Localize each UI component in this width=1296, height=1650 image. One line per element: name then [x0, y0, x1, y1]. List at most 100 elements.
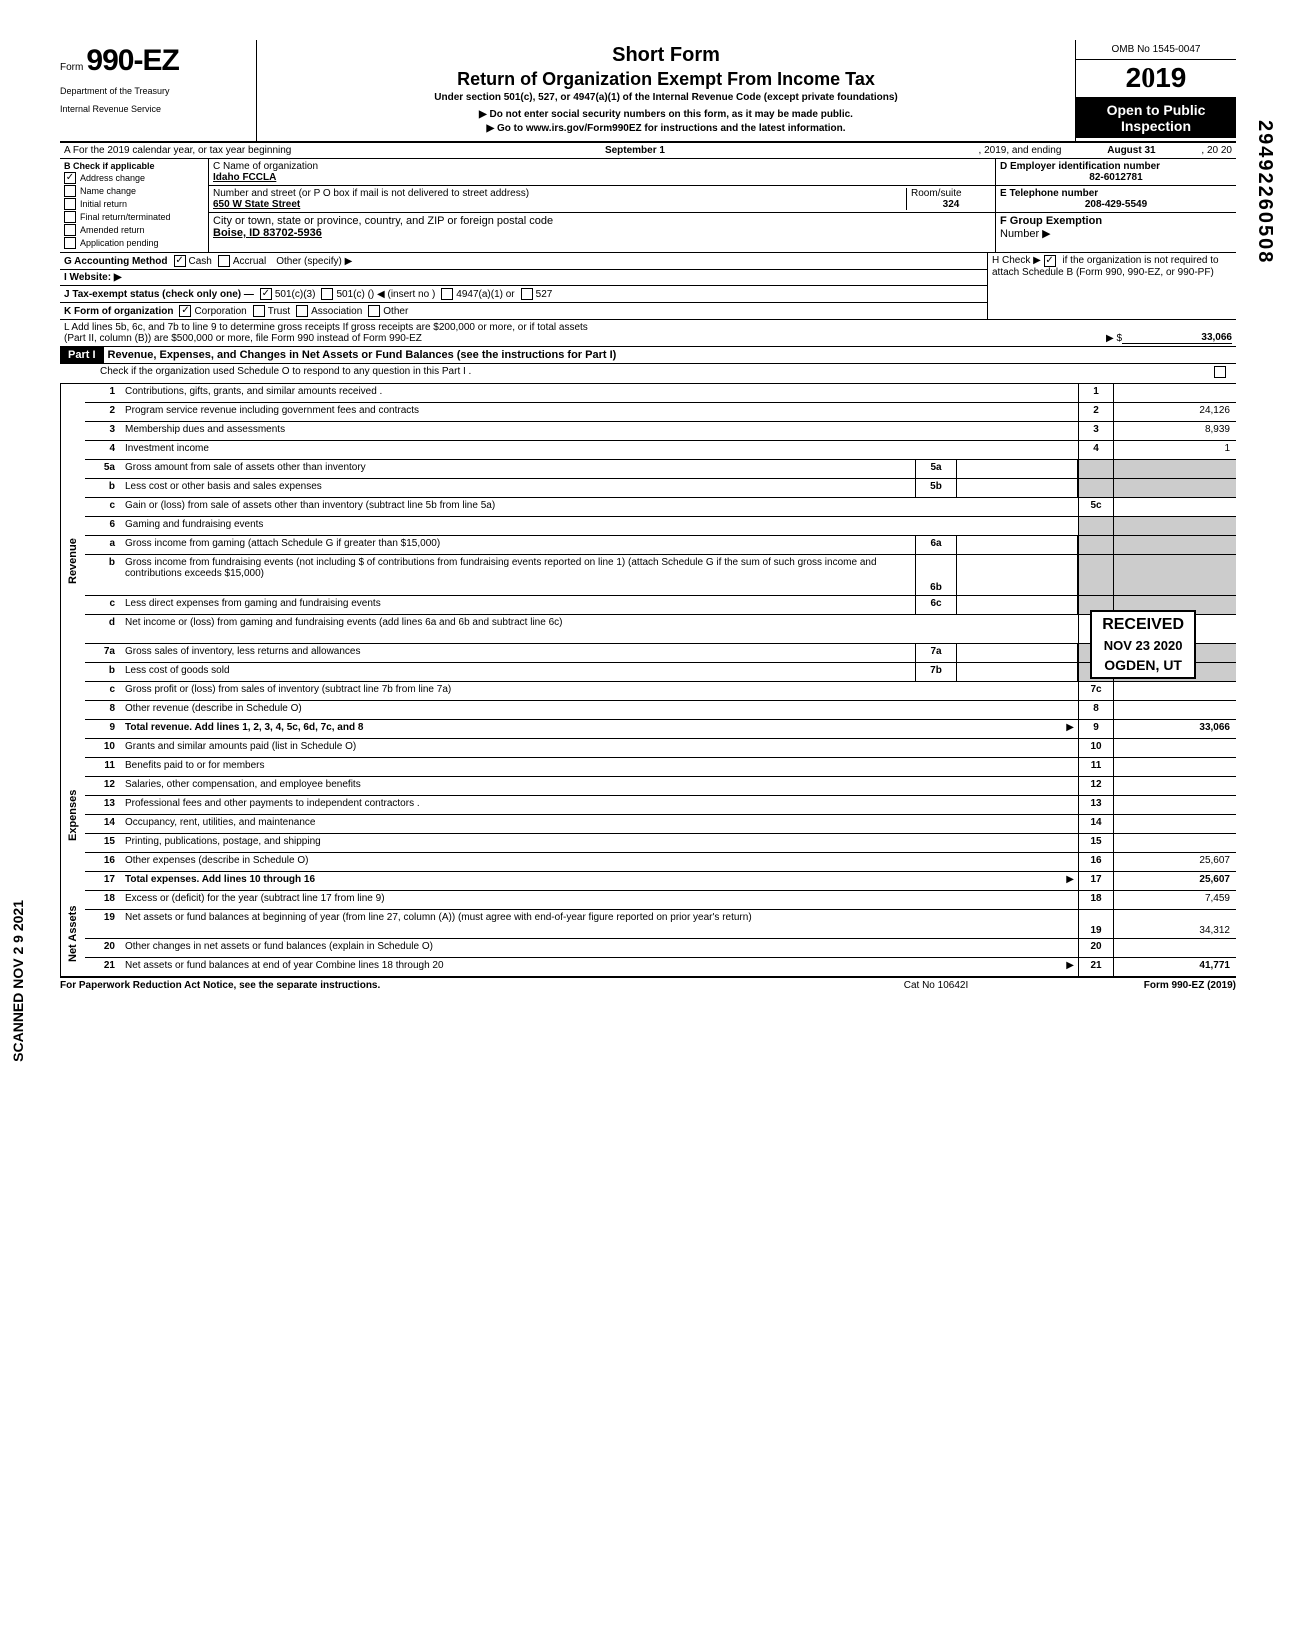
line-13: 13Professional fees and other payments t… [85, 796, 1236, 815]
instruction-url: ▶ Go to www.irs.gov/Form990EZ for instru… [263, 123, 1069, 134]
received-loc: OGDEN, UT [1102, 657, 1184, 673]
header-left: Form 990-EZ Department of the Treasury I… [60, 40, 257, 141]
row-a-endmonth: August 31 [1061, 145, 1201, 156]
col-c-org: C Name of organization Idaho FCCLA Numbe… [209, 159, 996, 252]
e-label: E Telephone number [1000, 188, 1232, 199]
revenue-section: Revenue 1Contributions, gifts, grants, a… [60, 384, 1236, 739]
checkbox-corp[interactable]: ✓ [179, 305, 191, 317]
ein-value: 82-6012781 [1000, 172, 1232, 183]
col-def: D Employer identification number 82-6012… [996, 159, 1236, 252]
city-value: Boise, ID 83702-5936 [213, 227, 991, 239]
open-line2: Inspection [1080, 118, 1232, 134]
open-line1: Open to Public [1080, 102, 1232, 118]
check-application-pending[interactable]: Application pending [64, 237, 204, 249]
k-label: K Form of organization [64, 306, 173, 317]
footer-right: Form 990-EZ (2019) [1036, 980, 1236, 991]
f-label: F Group Exemption [1000, 215, 1102, 227]
city-label: City or town, state or province, country… [213, 215, 991, 227]
f-sub: Number ▶ [1000, 228, 1051, 240]
row-a-taxyear: A For the 2019 calendar year, or tax yea… [60, 143, 1236, 159]
checkbox-501c3[interactable]: ✓ [260, 288, 272, 300]
check-initial-return[interactable]: Initial return [64, 198, 204, 210]
line-10: 10Grants and similar amounts paid (list … [85, 739, 1236, 758]
header-center: Short Form Return of Organization Exempt… [257, 40, 1075, 141]
j-label: J Tax-exempt status (check only one) — [64, 289, 254, 300]
check-name-change[interactable]: Name change [64, 185, 204, 197]
short-form-title: Short Form [263, 44, 1069, 67]
checkbox-4947[interactable] [441, 288, 453, 300]
header-right: OMB No 1545-0047 2019 Open to Public Ins… [1075, 40, 1236, 141]
line-11: 11Benefits paid to or for members11 [85, 758, 1236, 777]
page-footer: For Paperwork Reduction Act Notice, see … [60, 978, 1236, 993]
l-arrow: ▶ $ [1062, 333, 1122, 344]
line-12: 12Salaries, other compensation, and empl… [85, 777, 1236, 796]
received-text: RECEIVED [1102, 616, 1184, 634]
row-a-mid: , 2019, and ending [979, 145, 1062, 156]
check-address-change[interactable]: ✓Address change [64, 172, 204, 184]
line-1: 1Contributions, gifts, grants, and simil… [85, 384, 1236, 403]
org-name: Idaho FCCLA [213, 172, 991, 183]
i-label: I Website: ▶ [64, 272, 122, 283]
row-h: H Check ▶ ✓ if the organization is not r… [987, 253, 1236, 319]
street-label: Number and street (or P O box if mail is… [213, 188, 906, 199]
line-6c: cLess direct expenses from gaming and fu… [85, 596, 1236, 615]
row-k: K Form of organization ✓Corporation Trus… [60, 303, 987, 319]
checkbox-icon [64, 185, 76, 197]
line-21: 21Net assets or fund balances at end of … [85, 958, 1236, 976]
form-header: Form 990-EZ Department of the Treasury I… [60, 40, 1236, 143]
checkbox-assoc[interactable] [296, 305, 308, 317]
f-group-block: F Group Exemption Number ▶ [996, 213, 1236, 242]
checkbox-cash[interactable]: ✓ [174, 255, 186, 267]
line-16: 16Other expenses (describe in Schedule O… [85, 853, 1236, 872]
side-number: 29492260508 [1253, 120, 1276, 264]
received-stamp: RECEIVED NOV 23 2020 OGDEN, UT [1090, 610, 1196, 679]
c-city-block: City or town, state or province, country… [209, 213, 995, 241]
line-7b: bLess cost of goods sold7b [85, 663, 1236, 682]
line-4: 4Investment income41 [85, 441, 1236, 460]
checkbox-trust[interactable] [253, 305, 265, 317]
scanned-stamp: SCANNED NOV 2 9 2021 [10, 900, 26, 1062]
line-6b: bGross income from fundraising events (n… [85, 555, 1236, 596]
part1-check-text: Check if the organization used Schedule … [96, 364, 1084, 383]
part1-check-row: Check if the organization used Schedule … [60, 364, 1236, 384]
checkbox-h[interactable]: ✓ [1044, 255, 1056, 267]
check-amended[interactable]: Amended return [64, 224, 204, 236]
checkbox-other[interactable] [368, 305, 380, 317]
line-5b: bLess cost or other basis and sales expe… [85, 479, 1236, 498]
checkbox-schedule-o[interactable] [1214, 366, 1226, 378]
part1-header: Part I Revenue, Expenses, and Changes in… [60, 347, 1236, 364]
line-8: 8Other revenue (describe in Schedule O)8 [85, 701, 1236, 720]
e-phone-block: E Telephone number 208-429-5549 [996, 186, 1236, 213]
l-line1: L Add lines 5b, 6c, and 7b to line 9 to … [64, 322, 1062, 333]
row-l: L Add lines 5b, 6c, and 7b to line 9 to … [60, 320, 1236, 347]
d-ein-block: D Employer identification number 82-6012… [996, 159, 1236, 186]
room-label: Room/suite [911, 188, 991, 199]
row-a-begin: September 1 [291, 145, 978, 156]
line-20: 20Other changes in net assets or fund ba… [85, 939, 1236, 958]
line-7c: cGross profit or (loss) from sales of in… [85, 682, 1236, 701]
col-b-checkboxes: B Check if applicable ✓Address change Na… [60, 159, 209, 252]
line-14: 14Occupancy, rent, utilities, and mainte… [85, 815, 1236, 834]
expenses-section: Expenses 10Grants and similar amounts pa… [60, 739, 1236, 891]
part1-title: Revenue, Expenses, and Changes in Net As… [104, 347, 621, 363]
checkbox-501c[interactable] [321, 288, 333, 300]
line-2: 2Program service revenue including gover… [85, 403, 1236, 422]
checkbox-527[interactable] [521, 288, 533, 300]
org-info-block: B Check if applicable ✓Address change Na… [60, 159, 1236, 253]
instruction-ssn: ▶ Do not enter social security numbers o… [263, 109, 1069, 120]
checkbox-icon [64, 237, 76, 249]
line-6a: aGross income from gaming (attach Schedu… [85, 536, 1236, 555]
form-990ez: Form 990-EZ Department of the Treasury I… [60, 40, 1236, 993]
line-19: 19Net assets or fund balances at beginni… [85, 910, 1236, 939]
omb-number: OMB No 1545-0047 [1076, 40, 1236, 60]
irs-label: Internal Revenue Service [60, 104, 250, 114]
street-value: 650 W State Street [213, 199, 906, 210]
footer-center: Cat No 10642I [836, 980, 1036, 991]
row-g: G Accounting Method ✓Cash Accrual Other … [60, 253, 987, 270]
line-18: 18Excess or (deficit) for the year (subt… [85, 891, 1236, 910]
checkbox-accrual[interactable] [218, 255, 230, 267]
room-value: 324 [911, 199, 991, 210]
netassets-side-label: Net Assets [60, 891, 85, 976]
c-street-block: Number and street (or P O box if mail is… [209, 186, 995, 213]
check-final-return[interactable]: Final return/terminated [64, 211, 204, 223]
